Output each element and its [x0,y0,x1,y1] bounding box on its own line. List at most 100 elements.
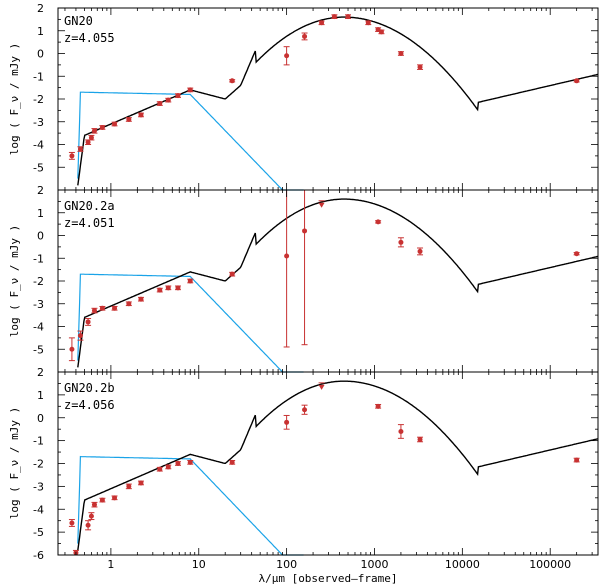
data-point [398,428,404,434]
data-point [319,20,325,26]
data-point [85,139,91,145]
panel-gn20-2b-ylabel: log ( F_ν / mJy ) [8,407,21,520]
data-point [69,520,75,526]
panel-gn20-2a-ylabel: log ( F_ν / mJy ) [8,225,21,338]
y-tick-label: 0 [37,48,44,61]
data-point [69,153,75,159]
data-point [187,459,193,465]
panel-gn20-2b: GN20.2b z=4.056 log ( F_ν / mJy ) [8,371,599,556]
data-point [378,29,384,35]
data-point [99,124,105,130]
panel-gn20-frame [57,7,599,191]
data-point [85,522,91,528]
data-point [69,346,75,352]
y-tick-label: -3 [33,480,44,493]
data-point [175,93,181,99]
data-point [88,135,94,141]
x-tick-label: 10 [192,558,206,571]
data-point [284,419,290,425]
y-tick-label: 1 [37,389,44,402]
data-point [417,436,423,442]
data-point [91,502,97,508]
panel-gn20-plot [68,14,599,191]
panel-gn20-2b-name: GN20.2b [64,381,115,395]
y-tick-label: -5 [33,526,44,539]
y-tick-label: 2 [37,366,44,379]
panel-gn20-2b-frame [57,371,599,556]
data-point [126,483,132,489]
y-tick-label: 0 [37,230,44,243]
y-tick-label: 2 [37,2,44,15]
data-point [302,228,308,234]
x-tick-label: 10000 [445,558,480,571]
data-point [88,513,94,519]
data-point [85,319,91,325]
x-tick-label: 100 [276,558,297,571]
y-tick-label: -6 [33,549,44,562]
data-point [175,461,181,466]
stellar-model-line [77,273,304,373]
data-point [126,116,132,122]
data-point [574,457,580,463]
data-point [284,253,290,259]
data-point [77,146,83,152]
data-point [187,278,193,284]
panel-gn20-2a: GN20.2a z=4.051 log ( F_ν / mJy ) [8,189,599,373]
data-point [165,285,171,291]
data-point [417,248,423,254]
stellar-model-line [77,455,304,556]
data-point [398,239,404,245]
upper-limit-arrow [318,202,325,208]
data-point [375,219,381,225]
y-tick-label: -2 [33,93,44,106]
data-point [417,64,423,70]
panel-gn20-2b-plot [68,380,599,556]
y-tick-label: 1 [37,25,44,38]
upper-limit-arrow [318,384,325,390]
data-point [99,497,105,503]
x-tick-label: 1000 [360,558,388,571]
y-tick-label: -1 [33,252,44,265]
panel-gn20-ylabel: log ( F_ν / mJy ) [8,43,21,156]
data-point [398,51,404,56]
data-point [91,308,97,314]
data-point [99,305,105,311]
y-tick-label: -3 [33,298,44,311]
panel-gn20-2a-frame [57,189,599,373]
panel-gn20-2a-name: GN20.2a [64,199,115,213]
data-point [229,271,235,277]
y-tick-label: -1 [33,435,44,448]
data-point [157,287,163,293]
data-point [165,464,171,470]
data-point [112,121,118,127]
stellar-model-line [77,91,304,191]
data-point [375,403,381,409]
total-model-line [77,198,599,368]
x-axis: 1 10 100 1000 10000 100000 [107,558,571,571]
data-point [187,87,193,93]
panel-gn20-2b-redshift: z=4.056 [64,398,115,412]
data-point [229,78,235,84]
y-tick-label: -2 [33,275,44,288]
panel-gn20-2a-plot [68,189,599,373]
data-point [91,128,97,134]
data-point [138,480,144,486]
data-point [345,14,351,20]
data-point [77,333,83,339]
data-point [229,459,235,465]
data-point [112,495,118,501]
data-point [157,101,163,107]
y-tick-label: 0 [37,412,44,425]
panel-gn20-redshift: z=4.055 [64,31,115,45]
y-tick-label: -5 [33,161,44,174]
y-tick-label: -2 [33,458,44,471]
data-point [175,285,181,291]
data-point [365,20,371,26]
data-point [165,97,171,103]
data-point [331,14,337,20]
data-point [112,305,118,311]
data-point [574,78,580,84]
panel-gn20-2a-redshift: z=4.051 [64,216,115,230]
y-tick-label: -1 [33,70,44,83]
